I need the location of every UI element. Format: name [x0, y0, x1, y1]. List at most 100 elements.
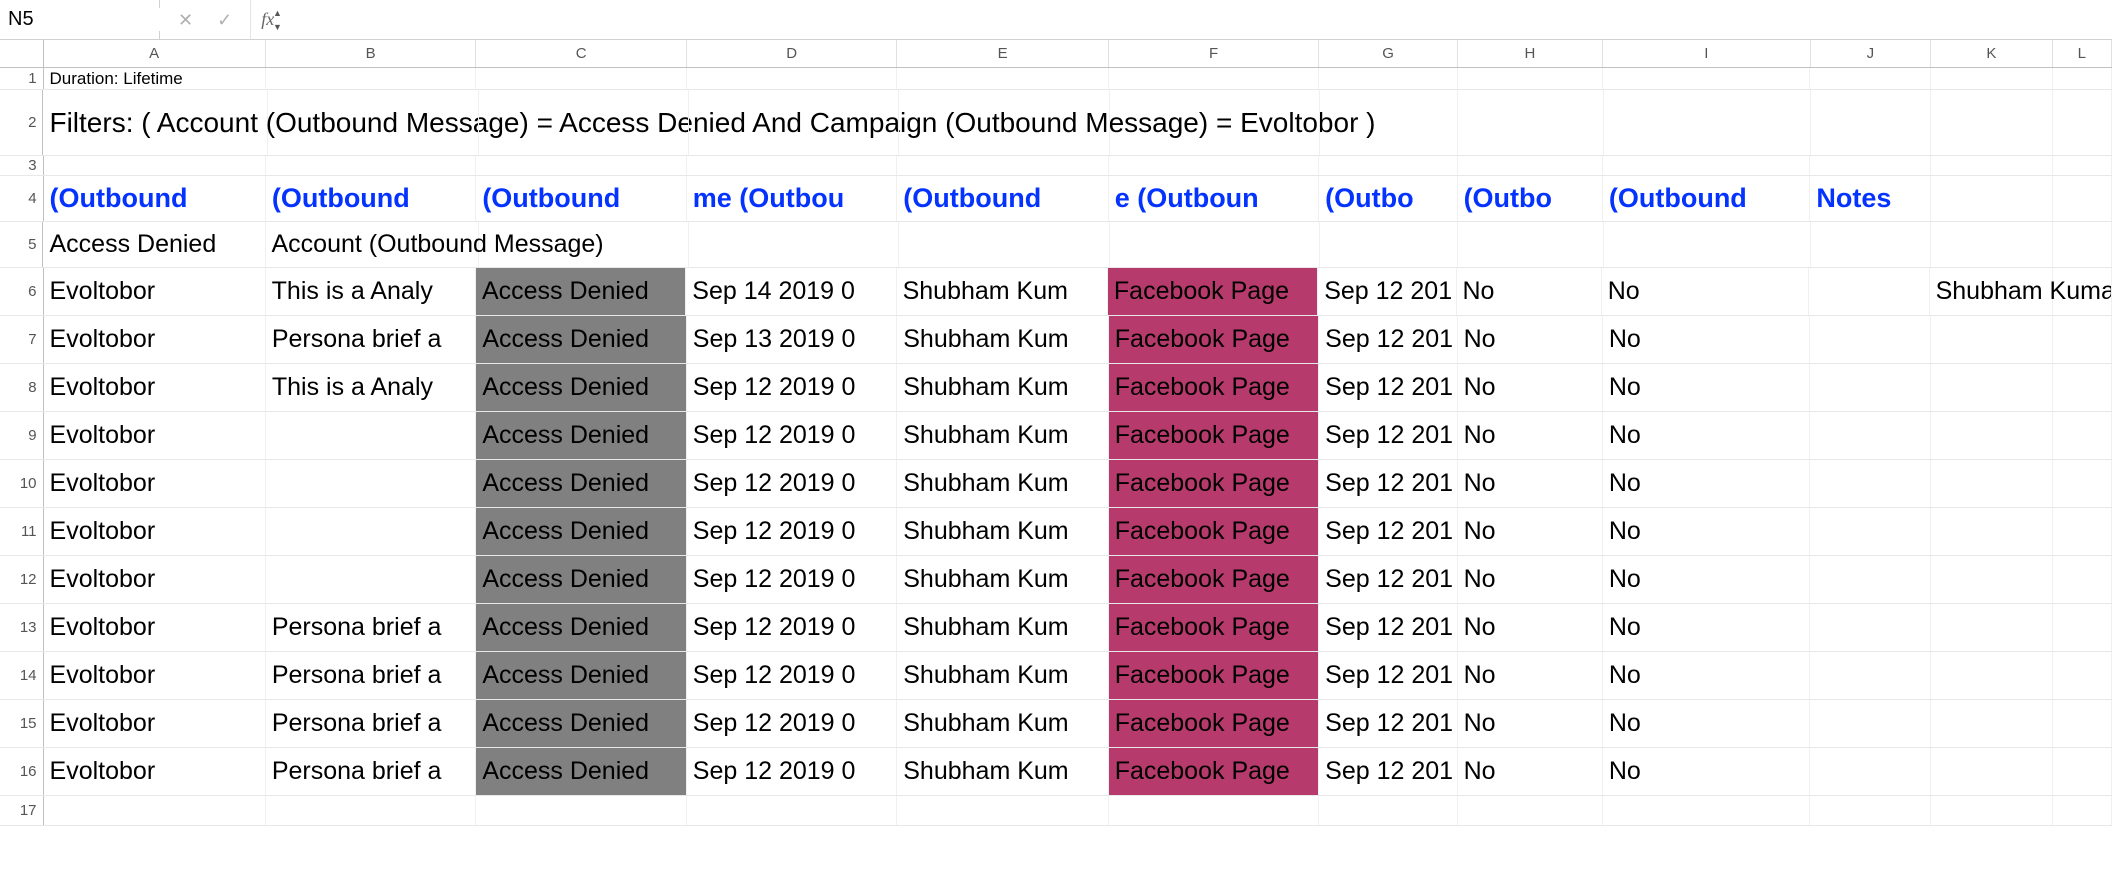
cell-H[interactable]: (Outbo: [1458, 176, 1603, 221]
cell-G[interactable]: Sep 12 201: [1319, 700, 1457, 747]
cell-H[interactable]: [1458, 68, 1603, 89]
row-header-16[interactable]: 16: [0, 748, 44, 795]
cell-G[interactable]: Sep 12 201: [1319, 364, 1457, 411]
cell-F[interactable]: Facebook Page: [1109, 460, 1319, 507]
cell-A[interactable]: Evoltobor: [44, 748, 266, 795]
cell-C[interactable]: [476, 156, 686, 175]
cell-D[interactable]: Sep 12 2019 0: [687, 412, 897, 459]
cell-E[interactable]: [897, 156, 1108, 175]
cell-H[interactable]: No: [1457, 268, 1602, 315]
cell-L[interactable]: [2053, 176, 2112, 221]
cell-E[interactable]: [899, 222, 1110, 267]
cell-F[interactable]: [1109, 156, 1319, 175]
cell-A[interactable]: Duration: Lifetime: [44, 68, 266, 89]
cell-E[interactable]: Shubham Kum: [897, 460, 1108, 507]
row-header-14[interactable]: 14: [0, 652, 44, 699]
cell-L[interactable]: [2053, 156, 2112, 175]
cell-I[interactable]: [1603, 68, 1811, 89]
cell-A[interactable]: Evoltobor: [44, 460, 266, 507]
cell-K[interactable]: [1931, 556, 2053, 603]
cell-G[interactable]: Sep 12 201: [1319, 748, 1457, 795]
cell-D[interactable]: [689, 222, 899, 267]
cell-H[interactable]: [1458, 156, 1603, 175]
cell-L[interactable]: [2053, 268, 2112, 315]
cell-J[interactable]: [1810, 700, 1931, 747]
cell-C[interactable]: [476, 68, 686, 89]
cell-L[interactable]: [2053, 748, 2112, 795]
column-header-E[interactable]: E: [897, 40, 1109, 67]
cell-F[interactable]: [1110, 90, 1320, 155]
cell-D[interactable]: [689, 90, 899, 155]
cell-D[interactable]: [687, 156, 897, 175]
cell-J[interactable]: [1810, 68, 1931, 89]
cell-C[interactable]: [476, 796, 686, 825]
cell-B[interactable]: This is a Analy: [266, 364, 476, 411]
cell-I[interactable]: No: [1603, 748, 1811, 795]
cell-B[interactable]: [266, 68, 476, 89]
cell-H[interactable]: No: [1458, 460, 1603, 507]
cell-E[interactable]: (Outbound: [897, 176, 1108, 221]
cell-F[interactable]: [1109, 796, 1319, 825]
select-all-corner[interactable]: [0, 40, 44, 67]
cell-D[interactable]: Sep 12 2019 0: [687, 604, 897, 651]
cell-B[interactable]: (Outbound: [266, 176, 476, 221]
cell-H[interactable]: [1458, 796, 1603, 825]
cell-G[interactable]: Sep 12 201: [1319, 460, 1457, 507]
cell-E[interactable]: Shubham Kum: [897, 748, 1108, 795]
cell-G[interactable]: [1319, 796, 1457, 825]
column-header-G[interactable]: G: [1319, 40, 1457, 67]
column-header-F[interactable]: F: [1109, 40, 1320, 67]
cell-E[interactable]: Shubham Kum: [897, 652, 1108, 699]
cell-G[interactable]: [1320, 90, 1458, 155]
cell-L[interactable]: [2053, 316, 2112, 363]
cell-F[interactable]: [1110, 222, 1320, 267]
cell-E[interactable]: Shubham Kum: [897, 268, 1108, 315]
cell-K[interactable]: [1931, 90, 2052, 155]
confirm-icon[interactable]: ✓: [217, 11, 232, 29]
cell-K[interactable]: [1931, 176, 2053, 221]
cell-G[interactable]: Sep 12 201: [1319, 508, 1457, 555]
cell-C[interactable]: (Outbound: [476, 176, 686, 221]
cell-J[interactable]: [1809, 268, 1930, 315]
cell-B[interactable]: Persona brief a: [266, 652, 476, 699]
cancel-icon[interactable]: ✕: [178, 11, 193, 29]
cell-J[interactable]: [1811, 90, 1931, 155]
cell-A[interactable]: Evoltobor: [44, 412, 266, 459]
cell-I[interactable]: No: [1603, 700, 1811, 747]
cell-E[interactable]: Shubham Kum: [897, 508, 1108, 555]
row-header-4[interactable]: 4: [0, 176, 44, 221]
column-header-D[interactable]: D: [687, 40, 898, 67]
cell-I[interactable]: [1604, 90, 1811, 155]
cell-H[interactable]: [1458, 222, 1603, 267]
row-header-5[interactable]: 5: [0, 222, 43, 267]
cell-H[interactable]: [1458, 90, 1603, 155]
cell-L[interactable]: [2053, 556, 2112, 603]
cell-E[interactable]: Shubham Kum: [897, 604, 1108, 651]
cell-E[interactable]: Shubham Kum: [897, 412, 1108, 459]
cell-B[interactable]: [266, 412, 476, 459]
cell-F[interactable]: Facebook Page: [1109, 652, 1319, 699]
cell-G[interactable]: Sep 12 201: [1318, 268, 1456, 315]
cell-L[interactable]: [2053, 222, 2112, 267]
cell-K[interactable]: [1931, 700, 2053, 747]
cell-D[interactable]: [687, 68, 897, 89]
row-header-10[interactable]: 10: [0, 460, 44, 507]
cell-L[interactable]: [2053, 460, 2112, 507]
cell-L[interactable]: [2053, 604, 2112, 651]
cell-C[interactable]: Access Denied: [476, 604, 686, 651]
cell-J[interactable]: [1810, 556, 1931, 603]
cell-E[interactable]: [897, 68, 1108, 89]
cell-K[interactable]: [1931, 222, 2052, 267]
row-header-3[interactable]: 3: [0, 156, 44, 175]
cell-F[interactable]: Facebook Page: [1109, 412, 1319, 459]
cell-L[interactable]: [2053, 364, 2112, 411]
row-header-6[interactable]: 6: [0, 268, 44, 315]
cell-F[interactable]: e (Outboun: [1109, 176, 1319, 221]
cell-D[interactable]: me (Outbou: [687, 176, 897, 221]
cell-H[interactable]: No: [1458, 412, 1603, 459]
cell-G[interactable]: Sep 12 201: [1319, 412, 1457, 459]
cell-B[interactable]: This is a Analy: [266, 268, 476, 315]
row-header-12[interactable]: 12: [0, 556, 44, 603]
cell-K[interactable]: [1931, 508, 2053, 555]
cell-H[interactable]: No: [1458, 748, 1603, 795]
